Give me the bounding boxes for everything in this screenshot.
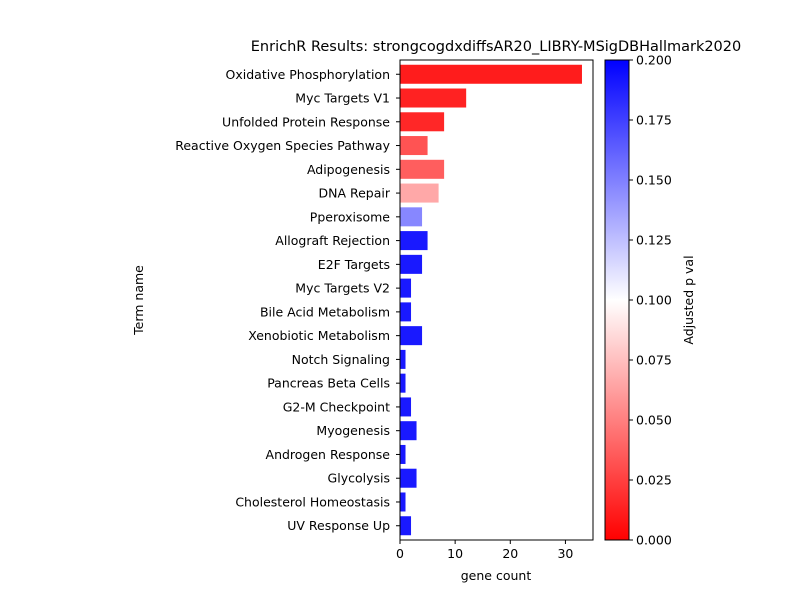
x-tick-label: 30	[557, 546, 573, 561]
bar	[400, 112, 445, 132]
y-tick-label: Pancreas Beta Cells	[267, 376, 390, 391]
y-axis-label: Term name	[131, 265, 146, 336]
colorbar-tick-label: 0.150	[636, 173, 672, 188]
colorbar-tick-label: 0.100	[636, 293, 672, 308]
bar	[400, 207, 423, 227]
x-ticks-layer: 0 10 20 30	[396, 540, 573, 561]
colorbar-tick-label: 0.075	[636, 353, 672, 368]
bar	[400, 468, 417, 488]
bars-layer	[400, 64, 582, 536]
bar	[400, 373, 406, 393]
colorbar-tick-label: 0.125	[636, 233, 672, 248]
y-tick-label: Xenobiotic Metabolism	[248, 328, 390, 343]
x-axis-label: gene count	[461, 568, 532, 583]
y-tick-label: Unfolded Protein Response	[222, 114, 390, 129]
bar	[400, 397, 412, 417]
y-tick-label: DNA Repair	[318, 186, 390, 201]
bar	[400, 444, 406, 464]
y-tick-label: Myc Targets V1	[295, 91, 390, 106]
y-tick-label: Myc Targets V2	[295, 281, 390, 296]
y-tick-label: E2F Targets	[318, 257, 390, 272]
colorbar-tick-label: 0.025	[636, 473, 672, 488]
colorbar	[604, 59, 630, 541]
y-tick-label: Reactive Oxygen Species Pathway	[175, 138, 390, 153]
colorbar-tick-label: 0.050	[636, 413, 672, 428]
colorbar-label: Adjusted p val	[681, 255, 696, 344]
bar	[400, 349, 406, 369]
y-tick-label: Allograft Rejection	[275, 233, 390, 248]
bar	[400, 278, 412, 298]
y-tick-label: Glycolysis	[328, 471, 390, 486]
bar	[400, 64, 582, 84]
bar	[400, 136, 428, 156]
colorbar-tick-label: 0.200	[636, 53, 672, 68]
bar	[400, 421, 417, 441]
y-tick-label: Cholesterol Homeostasis	[235, 494, 390, 509]
x-tick-label: 10	[447, 546, 463, 561]
y-ticks-layer: Oxidative Phosphorylation Myc Targets V1 U…	[175, 67, 400, 533]
chart-title: EnrichR Results: strongcogdxdiffsAR20_LI…	[251, 39, 742, 55]
y-tick-label: Adipogenesis	[307, 162, 390, 177]
bar	[400, 492, 406, 512]
bar	[400, 516, 412, 536]
bar	[400, 326, 423, 346]
y-tick-label: Notch Signaling	[292, 352, 390, 367]
x-tick-label: 0	[396, 546, 404, 561]
y-tick-label: Oxidative Phosphorylation	[226, 67, 390, 82]
y-tick-label: Androgen Response	[266, 447, 391, 462]
bar	[400, 183, 439, 203]
bar	[400, 159, 445, 179]
y-tick-label: Bile Acid Metabolism	[260, 304, 390, 319]
x-tick-label: 20	[502, 546, 518, 561]
y-tick-label: UV Response Up	[287, 518, 390, 533]
bar	[400, 231, 428, 251]
bar	[400, 254, 423, 274]
colorbar-ticks-layer: 0.000 0.025 0.050 0.075 0.100 0.125 0.150 0.175…	[629, 53, 672, 548]
plot-frame	[399, 59, 594, 541]
bar	[400, 88, 467, 108]
bar	[400, 302, 412, 322]
y-tick-label: Pperoxisome	[310, 209, 390, 224]
y-tick-label: G2-M Checkpoint	[283, 399, 390, 414]
y-tick-label: Myogenesis	[316, 423, 390, 438]
colorbar-tick-label: 0.000	[636, 533, 672, 548]
colorbar-tick-label: 0.175	[636, 113, 672, 128]
